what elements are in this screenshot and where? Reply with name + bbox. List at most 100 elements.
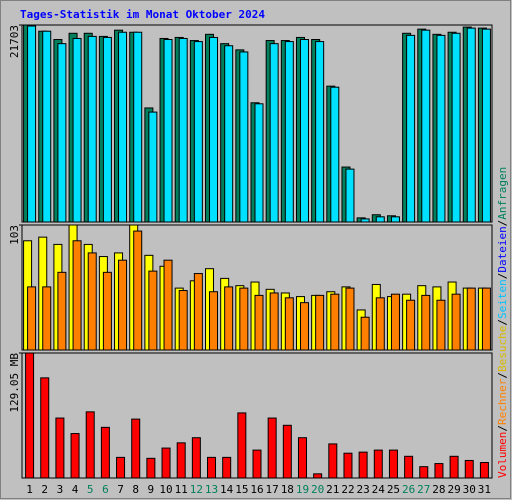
x-tick-label: 20 [311,483,324,496]
bar [100,426,110,479]
bar [148,111,158,223]
x-tick-label: 17 [266,483,279,496]
bar [299,302,309,351]
bar [193,41,203,223]
bar [421,29,431,223]
legend-separator: / [496,273,509,280]
bar [254,294,264,351]
bar [345,168,355,223]
chart-title: Tages-Statistik im Monat Oktober 2024 [20,8,265,21]
x-tick-label: 4 [72,483,79,496]
x-tick-label: 21 [326,483,339,496]
bar [328,443,338,479]
bar [436,34,446,223]
bar [449,455,459,479]
x-tick-label: 27 [417,483,430,496]
bar [297,437,307,479]
bar [178,290,188,351]
bar [57,43,67,223]
bar [419,466,429,479]
x-tick-label: 29 [447,483,460,496]
bar [299,39,309,223]
bar [118,31,128,223]
bar [222,456,232,479]
bar [72,240,82,351]
bar [40,377,50,479]
bar [451,32,461,223]
bar [254,103,264,223]
bar [406,34,416,223]
x-tick-label: 2 [41,483,48,496]
bar [375,216,385,223]
legend-separator: / [496,319,509,326]
bar [451,293,461,351]
x-tick-label: 28 [432,483,445,496]
bar [360,218,370,223]
bar [404,455,414,479]
bar [269,43,279,223]
x-tick-label: 31 [478,483,491,496]
bar [434,463,444,479]
bar [481,287,491,351]
bar [102,36,112,223]
bar [191,437,201,479]
x-tick-label: 24 [372,483,386,496]
bar [330,293,340,351]
legend-item: Volumen [496,432,509,478]
bar [146,457,156,479]
bar [421,294,431,351]
bar [133,230,143,351]
bar [148,270,158,351]
legend-item: Dateien [496,226,509,272]
bar [72,37,82,223]
legend-item: Besuche [496,326,509,372]
bar [360,316,370,351]
y-tick-label: 129.05 MB [8,353,21,413]
bar [390,216,400,223]
bar [163,259,173,351]
x-tick-label: 15 [235,483,248,496]
bar [436,299,446,351]
x-tick-label: 1 [26,483,33,496]
legend-separator: / [496,220,509,227]
bar [466,27,476,223]
bar [209,36,219,223]
bar [284,297,294,351]
bar [267,417,277,479]
x-tick-label: 13 [205,483,218,496]
bar [464,459,474,479]
bar [252,449,262,479]
x-tick-label: 16 [250,483,263,496]
x-tick-label: 10 [159,483,172,496]
x-tick-label: 3 [57,483,64,496]
x-tick-label: 11 [175,483,188,496]
x-tick-label: 22 [341,483,354,496]
bar [55,417,65,479]
bar [87,252,97,351]
x-tick-label: 14 [220,483,234,496]
legend: Volumen/Rechner/Besuche/Seiten/Dateien/A… [496,167,509,478]
x-tick-label: 6 [102,483,109,496]
bar [466,287,476,351]
bar [161,447,171,479]
bar [85,411,95,479]
bar [163,39,173,223]
bar [330,86,340,223]
bar [343,452,353,479]
bar [479,462,489,479]
bar [345,287,355,351]
bar [315,41,325,223]
legend-item: Anfragen [496,167,509,220]
bar [284,41,294,223]
bar [176,442,186,479]
bar [27,286,37,351]
bar [207,456,217,479]
x-tick-label: 12 [190,483,203,496]
bar [481,28,491,223]
x-tick-label: 9 [148,483,155,496]
x-tick-label: 5 [87,483,94,496]
bar [25,352,35,479]
legend-separator: / [496,425,509,432]
bar [388,449,398,479]
